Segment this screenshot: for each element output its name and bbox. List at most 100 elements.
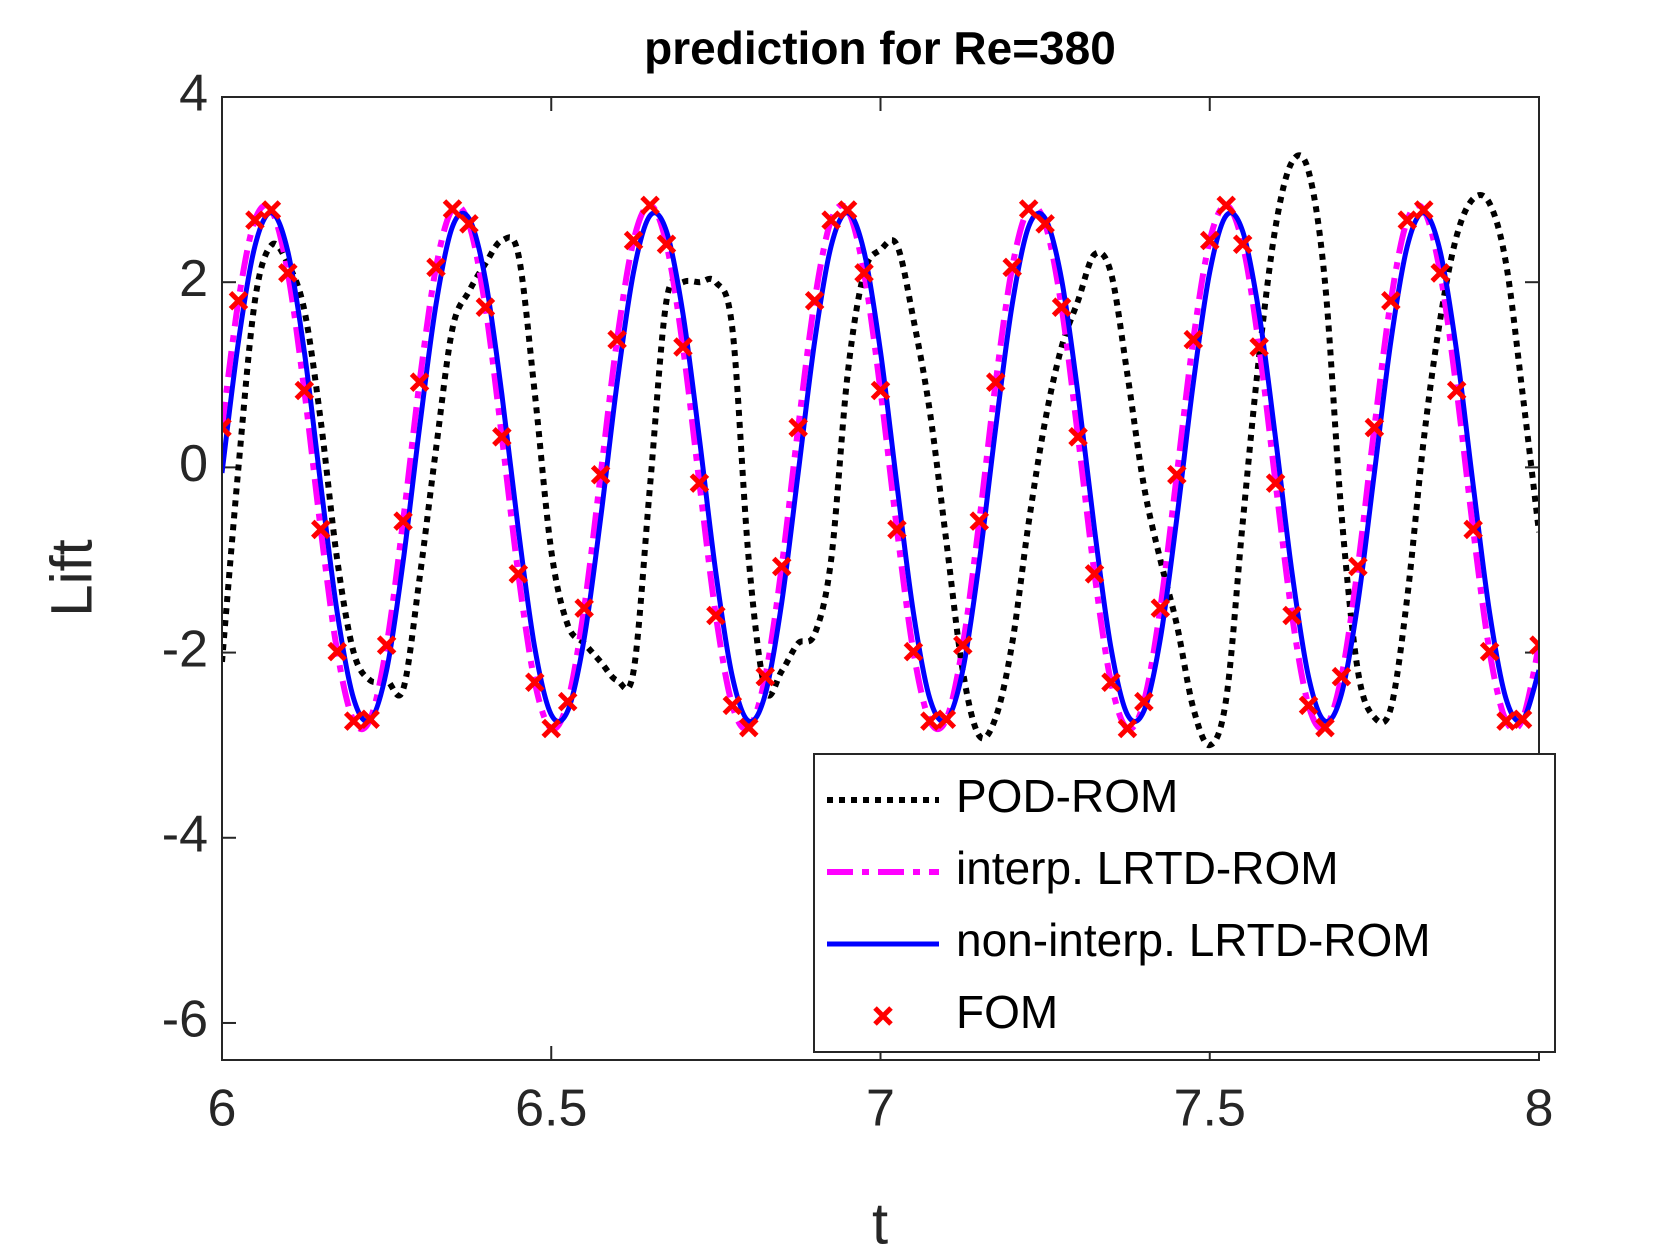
data-point	[442, 199, 463, 219]
data-point	[1463, 519, 1483, 540]
data-point	[228, 290, 249, 311]
x-axis-label: t	[872, 1191, 888, 1256]
data-point	[887, 519, 907, 540]
y-tick-label: 2	[179, 250, 208, 308]
data-point	[376, 635, 397, 655]
data-point	[985, 372, 1006, 392]
data-point	[1512, 709, 1533, 730]
data-point	[936, 709, 957, 730]
data-point	[1232, 234, 1253, 254]
data-point	[343, 711, 364, 731]
data-point	[261, 200, 282, 220]
data-point	[409, 372, 430, 392]
legend-box	[813, 753, 1556, 1053]
data-point	[1364, 417, 1385, 438]
data-point	[492, 427, 512, 447]
data-point	[821, 210, 841, 230]
data-point	[870, 380, 891, 401]
data-point	[1479, 641, 1500, 662]
data-point	[1348, 556, 1368, 577]
data-point	[245, 210, 265, 230]
axes-box	[221, 96, 1540, 1061]
data-point	[689, 473, 710, 493]
data-point	[706, 605, 726, 626]
y-tick-label: -6	[162, 991, 208, 1049]
data-point	[953, 635, 973, 655]
data-point	[837, 200, 858, 220]
data-point	[541, 718, 562, 739]
data-point	[294, 380, 315, 401]
data-point	[393, 511, 413, 531]
data-point	[1397, 210, 1418, 230]
y-tick-label: 4	[179, 65, 208, 123]
plot-area	[222, 152, 1539, 749]
data-point	[673, 337, 693, 357]
chart-title: prediction for Re=380	[644, 22, 1116, 74]
data-point	[1051, 297, 1072, 317]
data-point	[360, 709, 380, 730]
data-point	[1167, 465, 1187, 485]
data-point	[969, 511, 990, 531]
data-point	[1150, 598, 1171, 618]
x-tick-label: 7	[866, 1080, 895, 1138]
data-point	[311, 519, 331, 540]
data-point	[656, 234, 677, 254]
data-point	[1068, 427, 1088, 447]
data-point	[327, 641, 348, 662]
data-point	[1216, 195, 1236, 216]
data-point	[1446, 380, 1467, 401]
data-point	[771, 556, 792, 577]
data-point	[1282, 605, 1302, 626]
data-point	[1529, 635, 1539, 655]
y-tick-label: -4	[162, 806, 208, 864]
legend-label: POD-ROM	[956, 770, 1178, 822]
data-point	[508, 564, 529, 584]
data-point	[1134, 691, 1154, 712]
data-point	[1331, 666, 1352, 687]
data-point	[903, 641, 924, 662]
data-point	[607, 329, 627, 350]
legend-label: interp. LRTD-ROM	[956, 842, 1339, 894]
data-point	[722, 695, 743, 716]
legend: POD-ROM interp. LRTD-ROM non-interp. LRTD-…	[813, 753, 1556, 1053]
data-point	[1117, 718, 1138, 739]
data-point	[1035, 214, 1055, 234]
legend-label: non-interp. LRTD-ROM	[956, 914, 1431, 966]
data-point	[804, 290, 825, 311]
data-point	[426, 257, 446, 278]
data-point	[557, 691, 578, 712]
data-point	[1381, 290, 1401, 311]
x-tick-label: 6.5	[515, 1080, 587, 1138]
y-tick-label: -2	[162, 620, 208, 678]
data-point	[1183, 329, 1204, 350]
data-point	[788, 417, 808, 438]
data-point	[222, 417, 232, 438]
data-point	[1101, 672, 1121, 692]
y-tick-label: 0	[179, 435, 208, 493]
data-point	[590, 465, 611, 485]
data-point	[739, 717, 759, 738]
y-axis-label: Lift	[39, 539, 104, 616]
data-point	[920, 711, 940, 731]
data-point	[1298, 695, 1319, 716]
data-point	[278, 263, 298, 283]
data-point	[525, 672, 545, 692]
data-point	[1249, 337, 1269, 357]
data-point	[1315, 717, 1335, 738]
x-tick-label: 7.5	[1174, 1080, 1246, 1138]
data-point	[1084, 564, 1105, 584]
x-tick-label: 6	[208, 1080, 237, 1138]
data-point	[1430, 263, 1450, 283]
x-tick-label: 8	[1525, 1080, 1554, 1138]
data-point	[1199, 230, 1220, 251]
data-point	[1002, 257, 1022, 278]
data-point	[475, 297, 496, 317]
data-point	[574, 598, 594, 618]
data-point	[1413, 200, 1434, 220]
data-point	[755, 666, 776, 687]
data-point	[1496, 711, 1516, 731]
legend-marker	[873, 1006, 893, 1026]
legend-label: FOM	[956, 986, 1058, 1038]
